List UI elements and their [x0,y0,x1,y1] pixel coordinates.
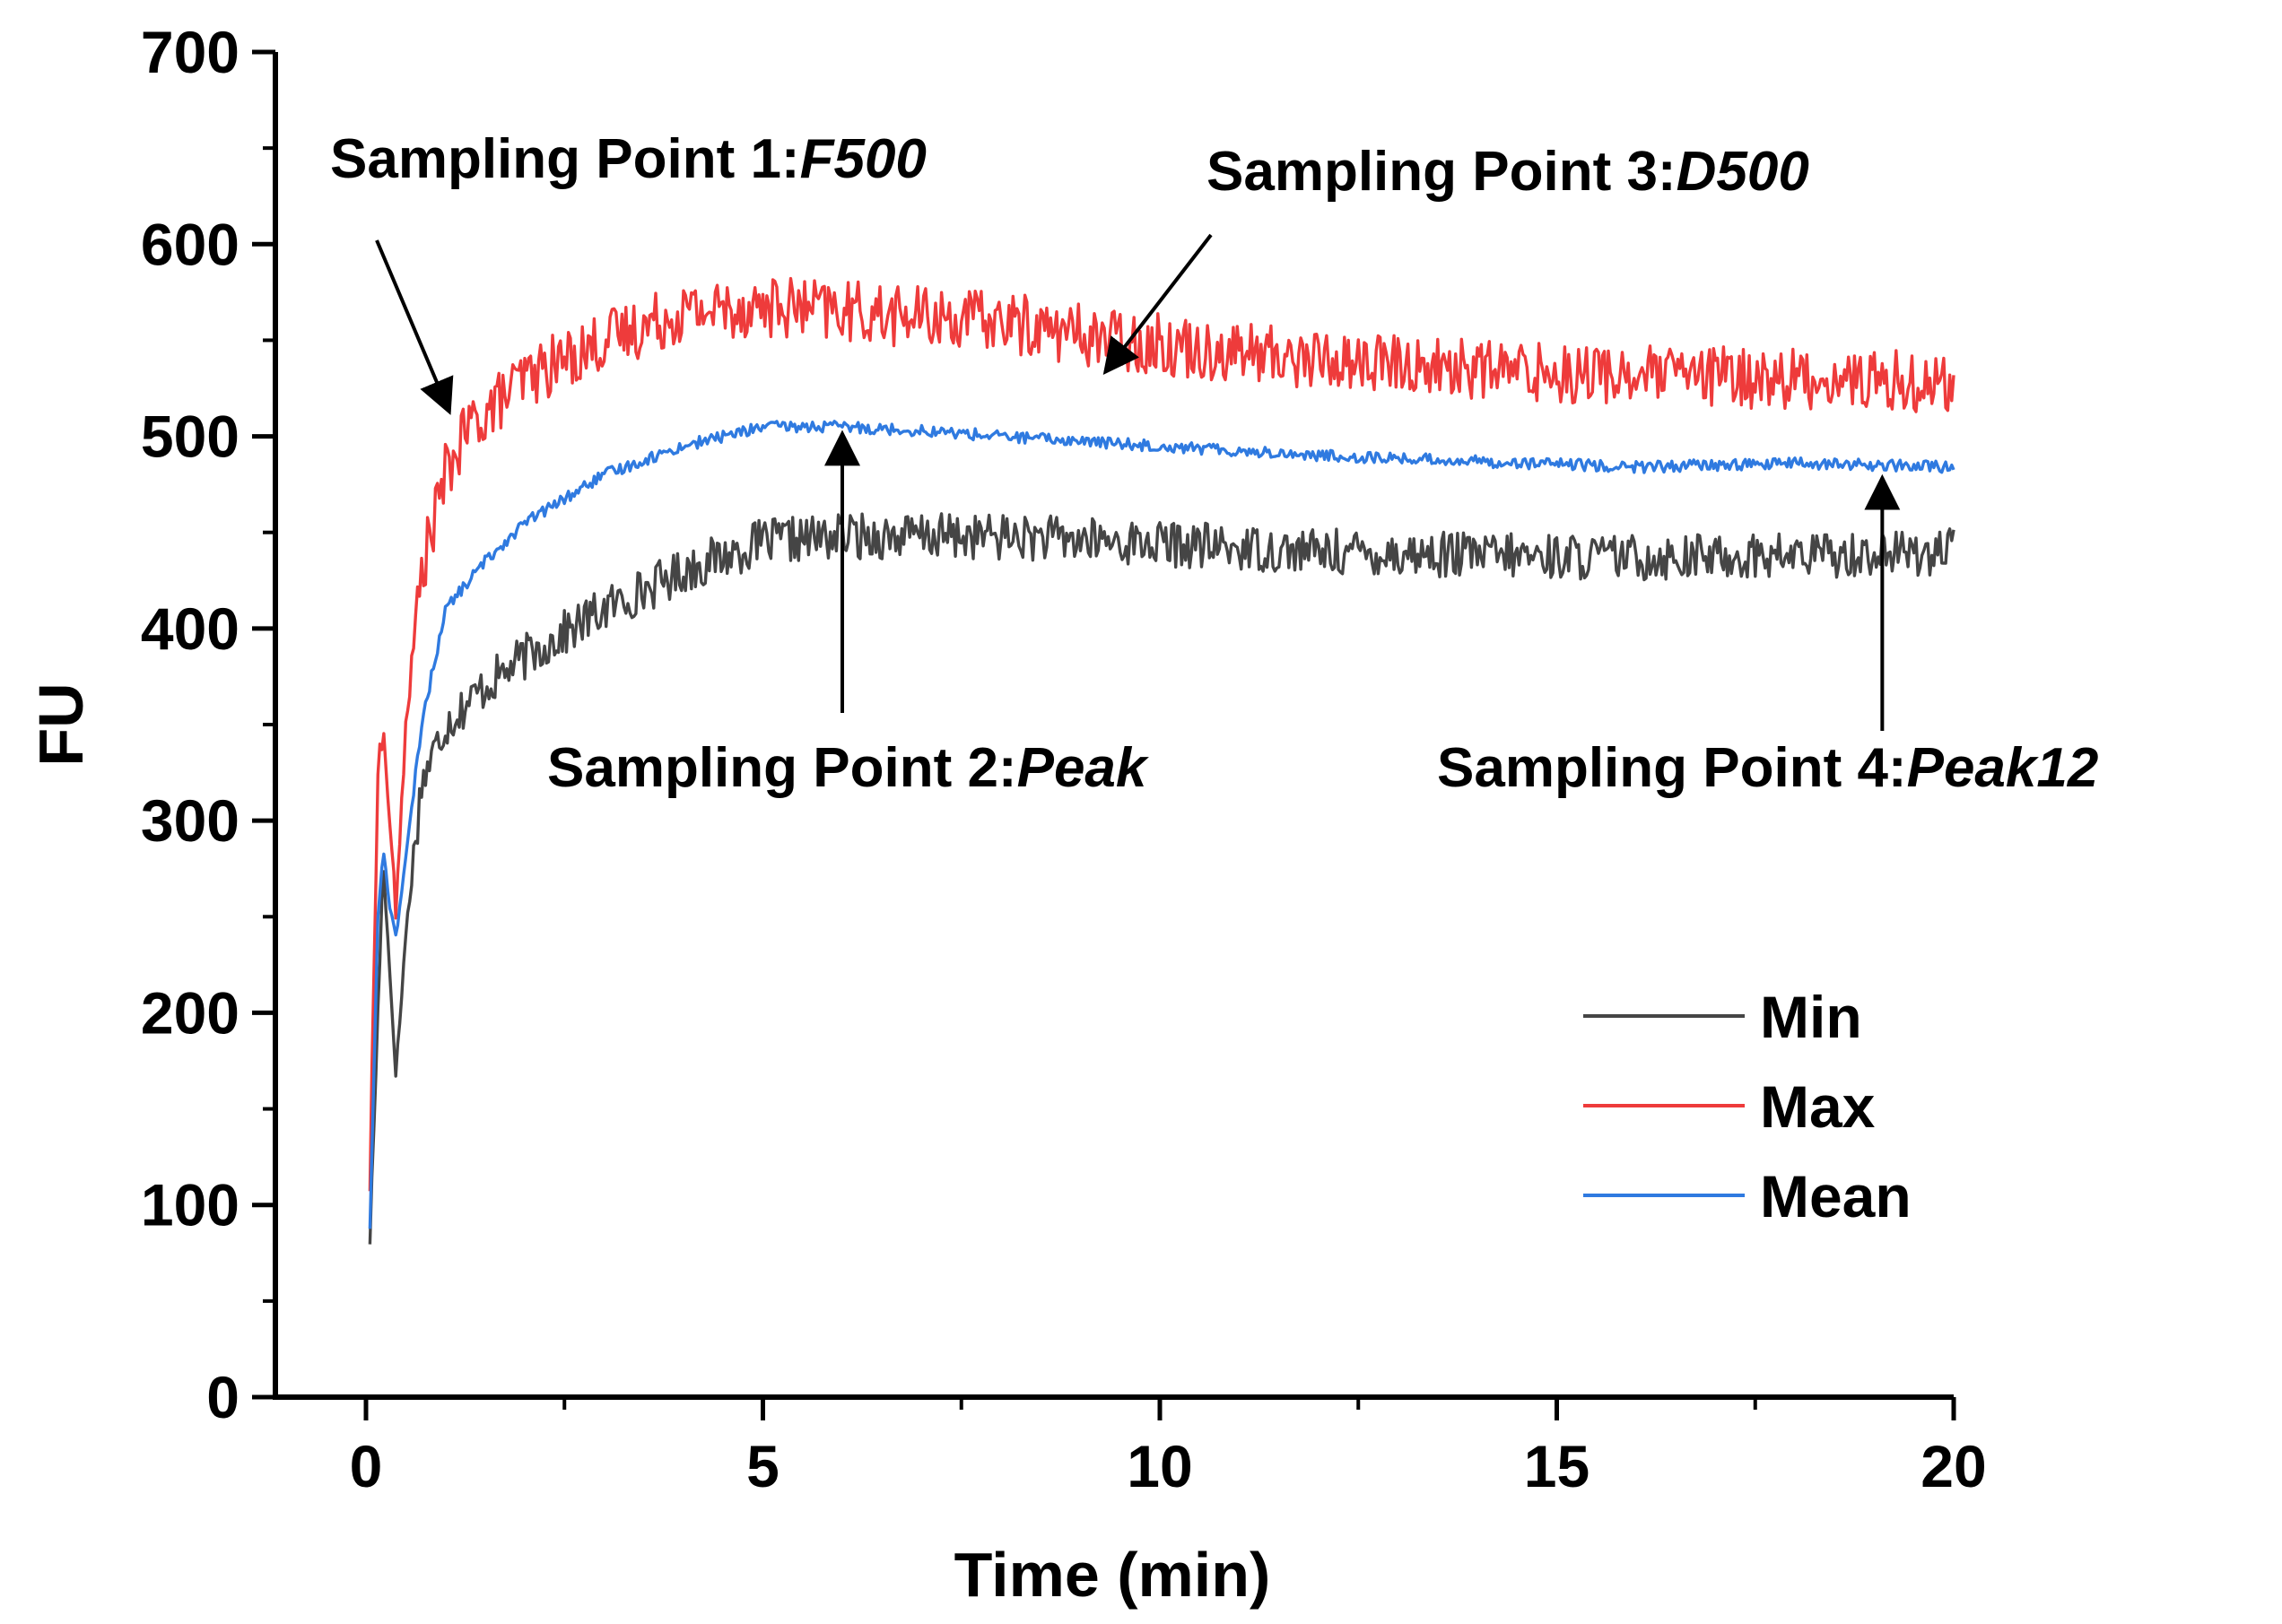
annotation-arrow [1102,233,1213,376]
y-axis-title: FU [26,682,96,766]
series-layer [368,276,1955,1245]
legend-label-mean: Mean [1760,1163,1912,1229]
y-tick-label: 500 [141,404,240,470]
y-tick-label: 0 [206,1364,240,1430]
legend: Min Max Mean [1583,984,1912,1229]
annotation-label: Sampling Point 1:F500 [330,128,927,190]
annotation-label-em: F500 [800,128,927,190]
x-tick-label: 5 [746,1433,780,1499]
annotation-label: Sampling Point 2:Peak [547,737,1150,799]
y-tick-label: 300 [141,787,240,854]
series-line-max [368,276,1955,1192]
y-tick-label: 600 [141,211,240,277]
y-tick-label: 700 [141,19,240,85]
x-tick-label: 20 [1921,1433,1986,1499]
annotation-label-text: Sampling Point 4: [1437,737,1907,799]
y-tick-label: 400 [141,595,240,662]
legend-label-max: Max [1760,1073,1876,1140]
x-axis-title: Time (min) [954,1540,1271,1610]
annotation-label-em: Peak12 [1907,737,2099,799]
ticks-layer: 0 100 200 300 400 500 600 700 0 5 10 15 20 [141,19,1987,1499]
legend-label-min: Min [1760,984,1862,1050]
series-line-mean [368,420,1955,1229]
annotation-label-text: Sampling Point 2: [547,737,1017,799]
series-line-min [368,512,1955,1245]
x-tick-label: 10 [1127,1433,1192,1499]
annotation-label-text: Sampling Point 1: [330,128,800,190]
y-tick-label: 100 [141,1172,240,1238]
x-tick-label: 0 [350,1433,383,1499]
annotation-label: Sampling Point 4:Peak12 [1437,737,2098,799]
x-tick-label: 15 [1524,1433,1590,1499]
annotation-label-text: Sampling Point 3: [1206,141,1677,203]
annotation-label: Sampling Point 3:D500 [1206,141,1809,203]
annotation-arrow [375,239,454,415]
annotation-label-em: Peak [1017,737,1150,799]
y-tick-label: 200 [141,979,240,1046]
annotation-label-em: D500 [1677,141,1809,203]
